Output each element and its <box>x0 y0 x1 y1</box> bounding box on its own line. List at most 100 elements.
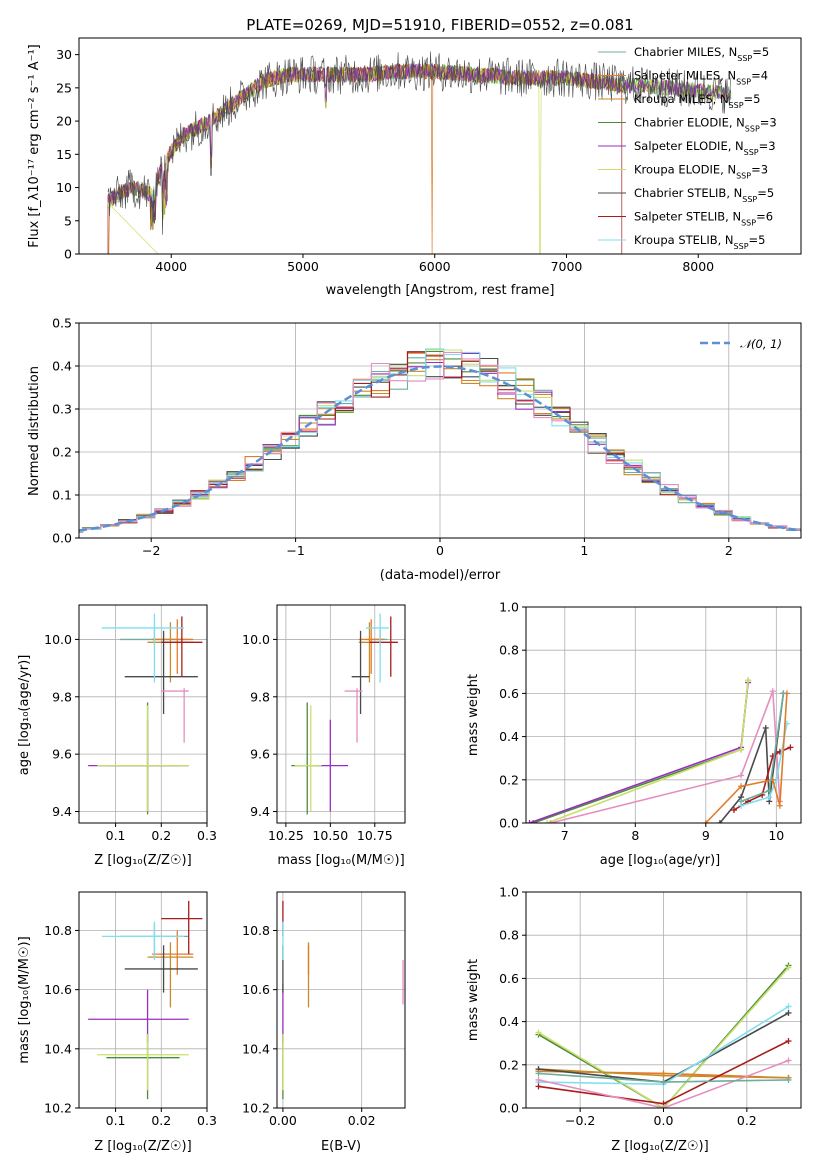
mass-vs-Z-ytick-label: 10.8 <box>44 923 72 938</box>
mass-weight-vs-Z-ytick-label: 0.8 <box>499 928 519 943</box>
mass-weight-vs-Z-frame <box>525 891 802 1109</box>
age-vs-Z-xtick-label: 0.3 <box>197 828 217 843</box>
mass-weight-vs-age-xtick-label: 7 <box>561 828 569 843</box>
mass-vs-EBV-frame <box>276 891 406 1109</box>
age-mass-xlabel: mass [log₁₀(M/M☉)] <box>277 853 404 868</box>
legend-entry: Kroupa ELODIE, NSSP=3 <box>634 163 768 181</box>
age-vs-Z-points <box>88 613 203 815</box>
spectrum-xtick-label: 7000 <box>551 259 583 274</box>
spectrum-ytick-label: 10 <box>56 180 72 195</box>
age-vs-mass-ytick-label: 9.8 <box>250 689 270 704</box>
mass-weight-vs-age-ytick-label: 1.0 <box>499 600 519 615</box>
residuals-ytick-label: 0.0 <box>52 531 72 546</box>
legend-entry: Chabrier MILES, NSSP=5 <box>634 45 769 63</box>
mass-vs-ebv-panel: E(B-V) 0.00 0.02 10.2 10.4 10.6 10.8 <box>242 891 406 1154</box>
mass-weight-vs-age-frame <box>525 606 802 824</box>
mass-weight-vs-age-series-kroupa-stelib <box>740 723 788 807</box>
mw-z-xlabel: Z [log₁₀(Z/Z☉)] <box>611 1139 708 1154</box>
spectrum-xlabel: wavelength [Angstrom, rest frame] <box>326 283 555 298</box>
mass-vs-EBV-xtick-label: 0.02 <box>348 1113 376 1128</box>
spectrum-series-kroupa-stelib <box>107 63 620 227</box>
spectrum-ytick-label: 30 <box>56 47 72 62</box>
age-vs-mass-panel: mass [log₁₀(M/M☉)] 10.25 10.50 10.75 9.4 9.6… <box>242 604 406 868</box>
age-vs-Z-xtick-label: 0.1 <box>106 828 126 843</box>
mass-vs-Z-ytick-label: 10.6 <box>44 982 72 997</box>
mass-vs-Z-frame <box>78 891 208 1109</box>
mass-weight-vs-Z-ytick-label: 0.6 <box>499 971 519 986</box>
mw-age-ylabel: mass weight <box>466 674 481 756</box>
mass-weight-vs-age-panel: age [log₁₀(age/yr)] mass weight 7 8 9 10 0.0… <box>466 600 802 868</box>
mass-weight-vs-age-ytick-label: 0.0 <box>499 816 519 831</box>
mass-weight-vs-age-series-salpeter-elodie <box>529 682 749 823</box>
age-vs-Z-xtick-label: 0.2 <box>151 828 171 843</box>
mass-z-ylabel: mass [log₁₀(M/M☉)] <box>17 936 32 1063</box>
age-vs-Z-frame <box>78 604 208 824</box>
mass-ebv-xlabel: E(B-V) <box>321 1139 361 1154</box>
residual-hist-pink <box>79 351 801 532</box>
mass-vs-Z-ytick-label: 10.2 <box>44 1101 72 1116</box>
spectrum-ytick-label: 25 <box>56 80 72 95</box>
residuals-ytick-label: 0.3 <box>52 402 72 417</box>
residuals-ytick-label: 0.1 <box>52 488 72 503</box>
residuals-frame <box>78 322 802 539</box>
mass-vs-EBV-points <box>282 900 404 1100</box>
residuals-xtick-label: −1 <box>286 543 304 558</box>
mass-weight-vs-age-ytick-label: 0.8 <box>499 643 519 658</box>
residuals-ytick-label: 0.5 <box>52 316 72 331</box>
spectrum-xtick-label: 6000 <box>419 259 451 274</box>
mass-weight-vs-Z-xtick-label: 0.0 <box>654 1113 674 1128</box>
mass-weight-vs-Z-ytick-label: 1.0 <box>499 885 519 900</box>
legend-entry: Kroupa STELIB, NSSP=5 <box>634 233 765 251</box>
mass-vs-EBV-xtick-label: 0.00 <box>269 1113 297 1128</box>
residuals-xtick-label: 2 <box>725 543 733 558</box>
residuals-xtick-label: 1 <box>580 543 588 558</box>
age-vs-Z-ytick-label: 9.8 <box>52 689 72 704</box>
spectrum-xtick-label: 5000 <box>287 259 319 274</box>
spectrum-ytick-label: 20 <box>56 114 72 129</box>
mass-weight-vs-age-xtick-label: 8 <box>631 828 639 843</box>
legend-entry: Salpeter MILES, NSSP=4 <box>634 69 768 87</box>
mass-vs-EBV-ytick-label: 10.4 <box>242 1041 270 1056</box>
mass-weight-vs-age-xtick-label: 9 <box>702 828 710 843</box>
spectrum-ytick-label: 0 <box>64 247 72 262</box>
age-vs-mass-points <box>291 613 398 815</box>
mass-weight-vs-Z-series-pink <box>538 1059 789 1108</box>
mw-age-xlabel: age [log₁₀(age/yr)] <box>600 853 721 868</box>
spectrum-frame <box>78 37 802 255</box>
mass-weight-vs-age-xtick-label: 10 <box>768 828 784 843</box>
spectrum-xtick-label: 8000 <box>682 259 714 274</box>
spectrum-panel: PLATE=0269, MJD=51910, FIBERID=0552, z=0… <box>27 16 802 298</box>
mass-weight-vs-age-lines <box>526 677 794 823</box>
normal-legend-label: 𝒩(0, 1) <box>740 337 782 351</box>
mass-weight-vs-Z-lines <box>535 962 792 1108</box>
residuals-xlabel: (data-model)/error <box>380 568 501 583</box>
age-vs-Z-ytick-label: 9.6 <box>52 747 72 762</box>
age-vs-mass-xtick-label: 10.75 <box>357 828 393 843</box>
residuals-ytick-label: 0.4 <box>52 359 72 374</box>
mass-weight-vs-Z-ytick-label: 0.2 <box>499 1057 519 1072</box>
spectrum-series-salpeter-stelib <box>107 63 623 254</box>
mass-vs-Z-xtick-label: 0.1 <box>106 1113 126 1128</box>
residuals-ylabel: Normed distribution <box>27 366 42 496</box>
mass-vs-EBV-ytick-label: 10.2 <box>242 1101 270 1116</box>
age-vs-mass-frame <box>276 604 406 824</box>
legend-entry: Salpeter ELODIE, NSSP=3 <box>634 139 776 157</box>
mass-weight-vs-age-ytick-label: 0.6 <box>499 686 519 701</box>
mass-weight-vs-Z-series-kroupa-elodie <box>538 967 790 1108</box>
mass-weight-vs-Z-xtick-label: 0.2 <box>737 1113 757 1128</box>
age-vs-mass-xtick-label: 10.50 <box>312 828 348 843</box>
mass-weight-vs-Z-xtick-label: −0.2 <box>565 1113 595 1128</box>
mass-weight-vs-age-series-chabrier-elodie <box>532 680 749 823</box>
spectrum-ylabel: Flux [f_λ10⁻¹⁷ erg cm⁻² s⁻¹ A⁻¹] <box>27 44 42 248</box>
mass-weight-vs-z-panel: Z [log₁₀(Z/Z☉)] mass weight −0.2 0.0 0.2 0.… <box>466 885 802 1154</box>
mass-weight-vs-Z-ytick-label: 0.4 <box>499 1014 519 1029</box>
residuals-panel: (data-model)/error Normed distribution −… <box>27 316 802 583</box>
mass-vs-Z-ytick-label: 10.4 <box>44 1041 72 1056</box>
age-vs-mass-ytick-label: 9.4 <box>250 804 270 819</box>
spectrum-ytick-label: 5 <box>64 213 72 228</box>
mass-weight-vs-age-ytick-label: 0.2 <box>499 772 519 787</box>
mass-z-xlabel: Z [log₁₀(Z/Z☉)] <box>94 1139 191 1154</box>
mass-weight-vs-age-ytick-label: 0.4 <box>499 729 519 744</box>
legend-entry: Kroupa MILES, NSSP=5 <box>634 92 760 110</box>
